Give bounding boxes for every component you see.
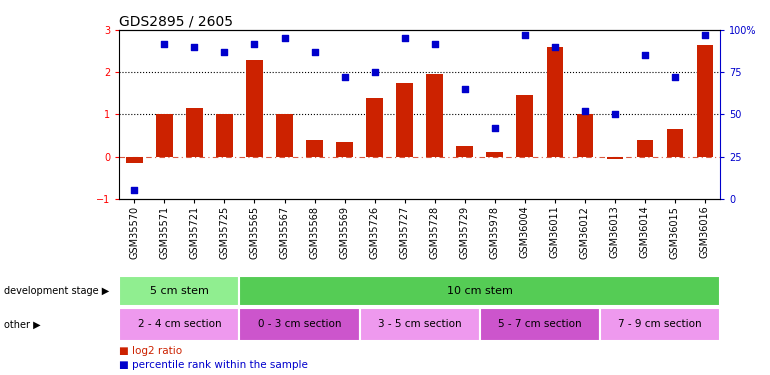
Point — [339, 74, 351, 80]
Point — [308, 49, 321, 55]
Bar — [336, 142, 353, 157]
Bar — [367, 98, 383, 157]
Point — [608, 111, 621, 117]
Bar — [239, 308, 360, 341]
Bar — [119, 276, 239, 306]
Point — [489, 125, 501, 131]
Text: 3 - 5 cm section: 3 - 5 cm section — [378, 320, 461, 329]
Bar — [216, 114, 233, 157]
Text: development stage ▶: development stage ▶ — [4, 286, 109, 296]
Point — [459, 86, 471, 92]
Bar — [577, 114, 593, 157]
Text: 7 - 9 cm section: 7 - 9 cm section — [618, 320, 701, 329]
Bar — [186, 108, 203, 157]
Point — [639, 53, 651, 58]
Bar — [427, 74, 443, 157]
Bar — [119, 308, 239, 341]
Bar — [306, 140, 323, 157]
Bar — [487, 152, 503, 157]
Point — [369, 69, 381, 75]
Bar — [246, 60, 263, 157]
Point — [279, 36, 291, 42]
Point — [399, 36, 411, 42]
Text: 10 cm stem: 10 cm stem — [447, 286, 513, 296]
Point — [159, 40, 171, 46]
Text: 2 - 4 cm section: 2 - 4 cm section — [138, 320, 221, 329]
Point — [579, 108, 591, 114]
Bar — [480, 308, 600, 341]
Bar — [697, 45, 713, 157]
Point — [549, 44, 561, 50]
Bar — [607, 157, 623, 159]
Bar — [517, 95, 533, 157]
Bar — [457, 146, 473, 157]
Bar — [156, 114, 172, 157]
Point — [428, 40, 440, 46]
Text: ■ percentile rank within the sample: ■ percentile rank within the sample — [119, 360, 308, 370]
Text: 0 - 3 cm section: 0 - 3 cm section — [258, 320, 341, 329]
Bar — [276, 114, 293, 157]
Text: GDS2895 / 2605: GDS2895 / 2605 — [119, 15, 233, 29]
Point — [519, 32, 531, 38]
Bar — [397, 83, 413, 157]
Text: other ▶: other ▶ — [4, 320, 41, 329]
Point — [248, 40, 260, 46]
Point — [219, 49, 231, 55]
Text: 5 cm stem: 5 cm stem — [150, 286, 209, 296]
Text: ■ log2 ratio: ■ log2 ratio — [119, 346, 182, 356]
Point — [699, 32, 711, 38]
Bar — [600, 308, 720, 341]
Point — [188, 44, 200, 50]
Bar — [126, 157, 142, 163]
Point — [128, 188, 141, 194]
Bar — [667, 129, 683, 157]
Point — [668, 74, 681, 80]
Bar — [360, 308, 480, 341]
Bar — [547, 47, 563, 157]
Bar — [239, 276, 720, 306]
Text: 5 - 7 cm section: 5 - 7 cm section — [498, 320, 581, 329]
Bar — [637, 140, 653, 157]
